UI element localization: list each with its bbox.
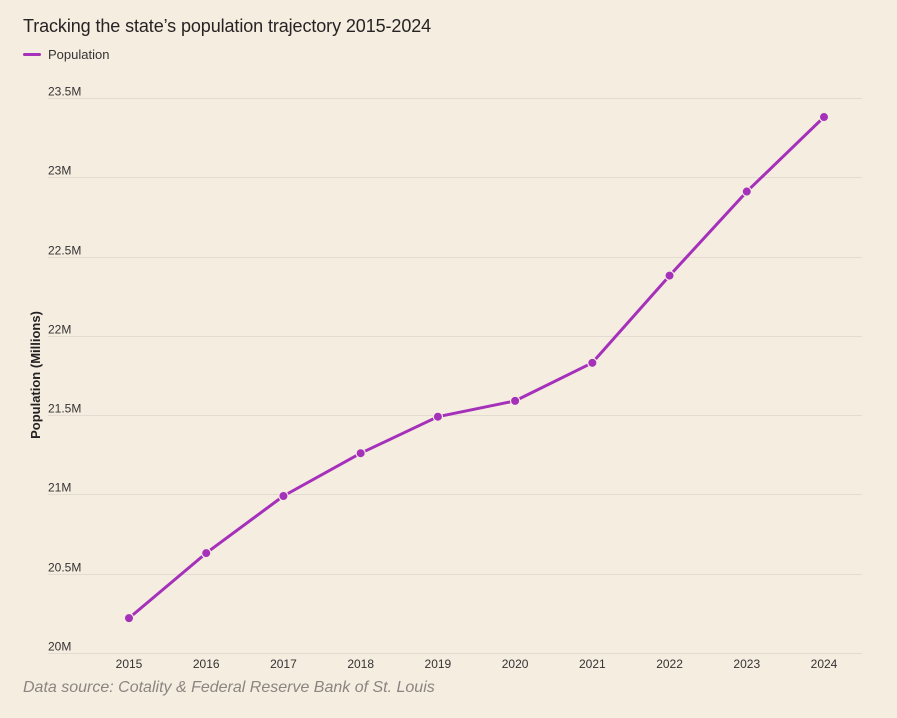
x-tick-label: 2019 bbox=[425, 657, 452, 671]
y-tick-label: 21M bbox=[48, 481, 71, 495]
data-point bbox=[587, 357, 598, 369]
x-tick-label: 2017 bbox=[270, 657, 297, 671]
series-line-population bbox=[127, 115, 826, 620]
data-point bbox=[201, 547, 212, 559]
source-note: Data source: Cotality & Federal Reserve … bbox=[23, 679, 435, 696]
y-tick-label: 21.5M bbox=[48, 402, 81, 416]
data-point bbox=[432, 411, 444, 422]
x-axis-tick-labels: 2015 2016 2017 2018 2019 2020 2021 2022 2023 2024 bbox=[116, 657, 838, 671]
gridlines bbox=[48, 98, 862, 654]
y-axis-label: Population (Millions) bbox=[28, 311, 43, 439]
data-point bbox=[278, 490, 289, 502]
y-tick-label: 20M bbox=[48, 640, 71, 654]
y-tick-label: 22.5M bbox=[48, 244, 81, 258]
data-point bbox=[664, 270, 675, 281]
y-tick-label: 22M bbox=[48, 323, 71, 337]
x-tick-label: 2016 bbox=[193, 657, 220, 671]
y-tick-label: 23.5M bbox=[48, 85, 81, 99]
y-tick-label: 23M bbox=[48, 164, 71, 178]
data-point bbox=[123, 612, 135, 624]
x-tick-label: 2021 bbox=[579, 657, 606, 671]
data-point bbox=[355, 448, 366, 459]
series-population bbox=[123, 111, 830, 624]
x-tick-label: 2022 bbox=[656, 657, 683, 671]
data-point bbox=[818, 111, 830, 123]
x-tick-label: 2020 bbox=[502, 657, 529, 671]
x-tick-label: 2018 bbox=[347, 657, 374, 671]
chart-title: Tracking the state’s population trajecto… bbox=[23, 16, 432, 36]
y-tick-label: 20.5M bbox=[48, 561, 81, 575]
data-point bbox=[509, 395, 521, 407]
x-tick-label: 2015 bbox=[116, 657, 143, 671]
x-tick-label: 2024 bbox=[811, 657, 838, 671]
legend-swatch-population bbox=[23, 53, 41, 56]
legend-label-population: Population bbox=[48, 47, 110, 62]
x-tick-label: 2023 bbox=[733, 657, 760, 671]
data-point bbox=[741, 186, 752, 197]
legend: Population bbox=[23, 47, 109, 62]
y-axis-tick-labels: 20M 20.5M 21M 21.5M 22M 22.5M 23M 23.5M bbox=[48, 85, 81, 654]
